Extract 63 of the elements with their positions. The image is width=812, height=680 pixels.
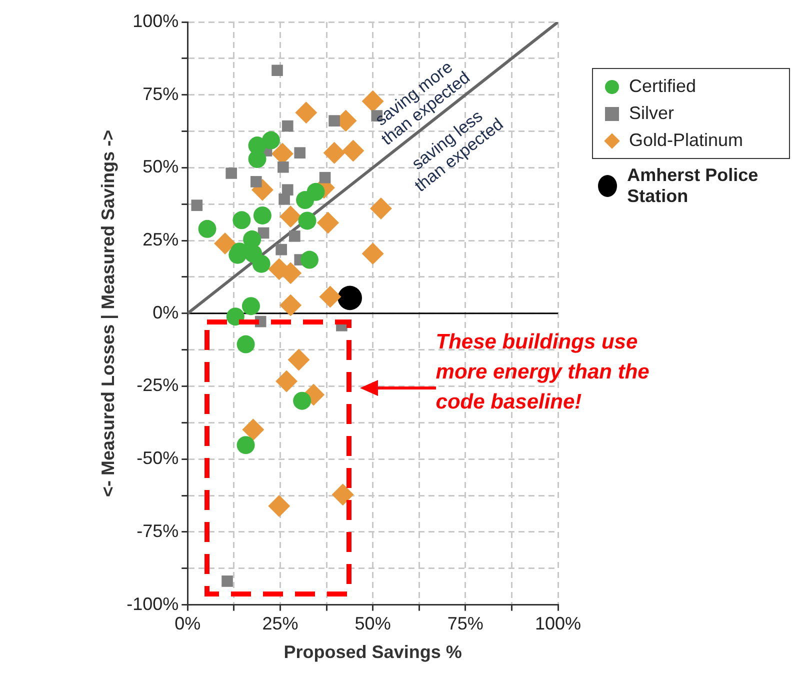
legend-label: Silver [629,103,674,124]
point [288,348,310,371]
point [306,182,325,201]
point [295,102,318,124]
point [282,120,294,132]
point [300,250,318,269]
x-tick-label: 25% [262,614,298,634]
point [323,142,346,164]
x-tick-label: 100% [534,614,582,634]
point [294,147,306,158]
point [319,286,342,308]
point [214,232,236,254]
point [362,242,384,265]
point [236,436,255,454]
y-tick-label: -25% [136,375,179,396]
y-tick-label: -50% [136,448,179,468]
point [278,161,289,173]
point [226,308,244,326]
legend-label: Amherst Police Station [627,165,760,207]
point [328,115,340,126]
point [276,244,287,256]
point [338,286,362,310]
y-tick-label: 0% [152,302,179,322]
point [250,176,262,188]
annotation: These buildings use more energy than the code baseline! [436,330,650,414]
y-tick-label: -100% [126,594,179,614]
legend-label: Certified [629,76,696,97]
point [222,576,233,587]
point [232,211,251,230]
point [253,206,272,224]
point [262,131,280,150]
point [293,392,312,410]
point [236,335,255,354]
point [342,140,364,162]
point [268,495,290,518]
point [319,172,331,184]
point [242,418,264,441]
x-axis-title: Proposed Savings % [284,642,462,662]
point [280,294,302,316]
point [226,168,237,179]
legend-label: Gold-Platinum [629,130,744,151]
point [252,254,270,273]
y-axis-title: <- Measured Losses | Measured Savings -> [98,130,118,497]
y-tick-label: 50% [142,156,179,177]
y-tick-label: 25% [142,230,179,250]
x-tick-label: 75% [447,614,484,634]
y-tick-label: 100% [132,10,179,31]
x-tick-label: 50% [354,614,391,634]
point [317,212,339,234]
point [370,197,392,220]
point [298,212,316,230]
point [242,297,260,316]
y-tick-label: -75% [136,520,179,541]
x-tick-label: 0% [174,614,201,634]
point [198,220,216,238]
point [332,484,354,506]
point [289,230,300,242]
point [191,200,203,211]
y-tick-label: 75% [142,84,179,104]
point [280,206,302,228]
point [272,64,283,76]
point [276,370,298,392]
point [278,194,290,205]
